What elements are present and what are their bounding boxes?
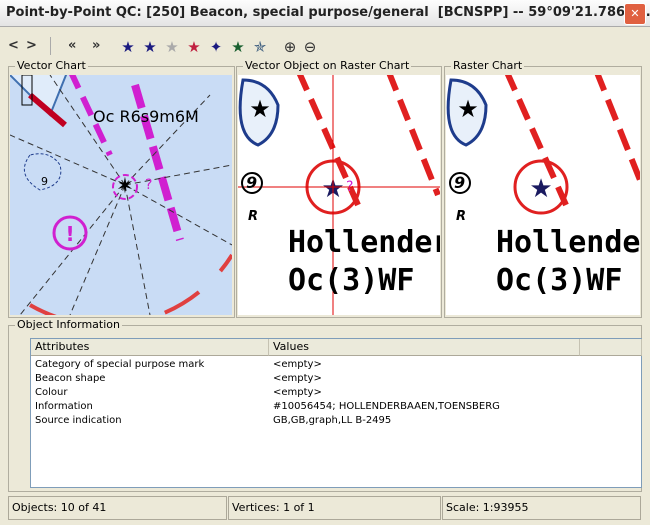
column-header[interactable]: Values	[269, 339, 580, 356]
map-label: Hollender	[496, 225, 640, 260]
title-bar: Point-by-Point QC: [250] Beacon, special…	[0, 0, 650, 27]
group-label: Object Information	[15, 318, 122, 331]
map-label: R	[456, 209, 466, 224]
map-label: R	[248, 209, 258, 224]
vector-chart-group: Vector Chart ✶ ? !	[8, 66, 235, 318]
attribute-value: <empty>	[273, 387, 322, 398]
window: Point-by-Point QC: [250] Beacon, special…	[0, 0, 650, 525]
vector-on-raster-group: Vector Object on Raster Chart ★ ★ ? 9 R …	[236, 66, 442, 318]
icon-star[interactable]: ★	[143, 38, 156, 56]
icon-star[interactable]: ★	[187, 38, 200, 56]
first-button[interactable]: «	[68, 38, 76, 53]
group-label: Raster Chart	[451, 59, 524, 72]
attribute-name: Colour	[35, 387, 67, 398]
icon-star[interactable]: ✯	[254, 38, 267, 56]
svg-text:★: ★	[529, 174, 552, 204]
icon-star[interactable]: ★	[121, 38, 134, 56]
icon-zoom-in[interactable]: ⊕	[284, 38, 297, 56]
map-label: Oc(3)WF	[496, 263, 622, 298]
map-label: 9	[454, 173, 465, 192]
raster-map: ★ ★ 9 R Hollender Oc(3)WF	[446, 75, 640, 315]
status-objects: Objects: 10 of 41	[8, 496, 227, 520]
map-label: Oc(3)WF	[288, 263, 414, 298]
column-header	[580, 339, 642, 356]
attribute-value: <empty>	[273, 359, 322, 370]
attribute-value: <empty>	[273, 373, 322, 384]
status-vertices: Vertices: 1 of 1	[228, 496, 441, 520]
column-header[interactable]: Attributes	[31, 339, 269, 356]
prev-button[interactable]: <	[8, 38, 19, 53]
next-button[interactable]: >	[26, 38, 37, 53]
group-label: Vector Object on Raster Chart	[243, 59, 411, 72]
svg-text:!: !	[65, 222, 74, 246]
icon-star[interactable]: ✦	[210, 38, 223, 56]
last-button[interactable]: »	[92, 38, 100, 53]
icon-star[interactable]: ★	[165, 38, 178, 56]
group-label: Vector Chart	[15, 59, 88, 72]
attribute-name: Beacon shape	[35, 373, 105, 384]
map-label: Oc R6s9m6M	[93, 107, 199, 126]
attribute-name: Information	[35, 401, 93, 412]
attribute-table: Attributes Values Category of special pu…	[30, 338, 642, 488]
map-label: 9	[41, 175, 48, 188]
raster-map: ★ ★ ? 9 R Hollender Oc(3)WF	[238, 75, 440, 315]
attribute-name: Category of special purpose mark	[35, 359, 204, 370]
close-button[interactable]: ✕	[624, 3, 646, 25]
icon-star[interactable]: ★	[231, 38, 244, 56]
window-title: Point-by-Point QC: [250] Beacon, special…	[6, 5, 650, 20]
icon-zoom-out[interactable]: ⊖	[304, 38, 317, 56]
status-scale: Scale: 1:93955	[442, 496, 641, 520]
attribute-value: #10056454; HOLLENDERBAAEN,TOENSBERG	[273, 401, 500, 412]
svg-text:✶: ✶	[116, 174, 134, 199]
attribute-value: GB,GB,graph,LL B-2495	[273, 415, 391, 426]
svg-text:?: ?	[145, 177, 152, 193]
map-label: 9	[246, 173, 257, 192]
svg-text:★: ★	[249, 95, 271, 123]
raster-chart-group: Raster Chart ★ ★ 9 R Hollender Oc(3)WF	[444, 66, 642, 318]
attribute-name: Source indication	[35, 415, 122, 426]
svg-text:★: ★	[457, 95, 479, 123]
toolbar-icons: ★ ★ ★ ★ ✦ ★ ✯ ⊕ ⊖	[118, 36, 318, 58]
vector-map: ✶ ? ! Oc R6s9m6M 9	[10, 75, 232, 315]
map-label: Hollender	[288, 225, 440, 260]
